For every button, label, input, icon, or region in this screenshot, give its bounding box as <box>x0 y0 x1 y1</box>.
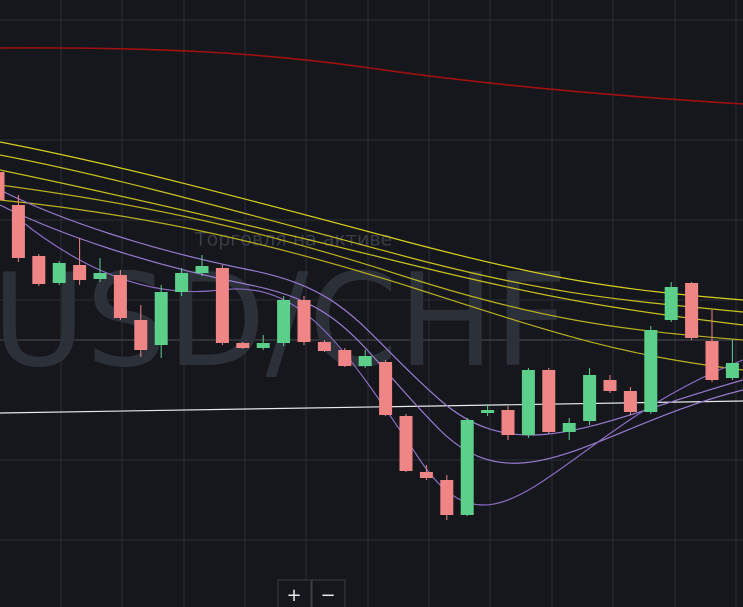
candle-body <box>705 341 719 380</box>
candle-body <box>725 363 739 378</box>
candle-body <box>521 370 535 435</box>
candle-body <box>175 273 189 292</box>
zoom-out-button[interactable] <box>311 579 346 607</box>
candle-body <box>379 362 393 415</box>
candle-body <box>358 356 372 366</box>
zoom-in-label[interactable]: + <box>286 585 301 606</box>
candle-body <box>317 342 331 351</box>
candle-body <box>440 480 454 515</box>
candle-body <box>623 391 637 412</box>
candles <box>0 172 739 520</box>
candle-body <box>32 256 46 284</box>
candle-body <box>73 265 87 280</box>
candle-body <box>236 343 250 348</box>
candle-body <box>664 287 678 320</box>
candle-body <box>297 300 311 342</box>
candle-body <box>542 370 556 432</box>
candle-body <box>277 300 291 343</box>
candle-body <box>256 343 270 348</box>
zoom-controls: + − <box>277 579 346 607</box>
candle-body <box>52 263 66 283</box>
candle-body <box>338 350 352 366</box>
candle-body <box>562 423 576 432</box>
candle-body <box>154 292 168 345</box>
candle-body <box>134 320 148 350</box>
candle-body <box>11 205 25 258</box>
candle-body <box>399 416 413 471</box>
candle-body <box>481 410 495 413</box>
candle-body <box>195 266 209 273</box>
candle-body <box>419 472 433 478</box>
zoom-in-button[interactable] <box>277 579 312 607</box>
indicators <box>0 47 743 506</box>
candle-body <box>460 420 474 515</box>
candle-body <box>603 380 617 391</box>
candle-body <box>113 275 127 318</box>
candle-body <box>644 330 658 412</box>
candle-body <box>501 410 515 435</box>
candle-body <box>215 268 229 343</box>
candle-body <box>93 273 107 279</box>
candle-body <box>685 283 699 338</box>
zoom-out-label[interactable]: − <box>320 585 335 606</box>
subtitle: Торговля на активе <box>194 229 392 251</box>
candle-body <box>583 375 597 421</box>
candle-body <box>0 172 5 200</box>
